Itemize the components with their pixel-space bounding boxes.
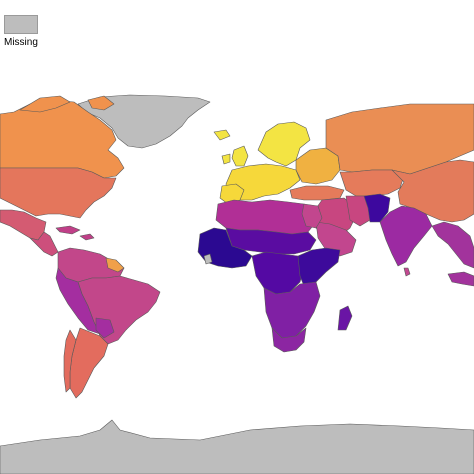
region-southeast-asia (431, 221, 474, 269)
region-central-asia (339, 169, 405, 197)
region-indonesia (447, 271, 474, 287)
region-sahel (225, 227, 317, 255)
region-scandinavia (257, 121, 311, 167)
region-pakistan-afghanistan (363, 193, 391, 223)
region-west-africa (197, 227, 253, 269)
region-paraguay (95, 317, 115, 339)
region-chile (63, 329, 77, 393)
region-usa (0, 167, 117, 219)
map-legend: Missing (4, 15, 38, 48)
region-caribbean-cuba (55, 225, 81, 235)
region-southern-cone (69, 327, 109, 399)
region-china (391, 159, 474, 223)
region-south-africa (271, 327, 307, 353)
region-east-africa (297, 247, 341, 287)
region-west-africa-missing (203, 253, 213, 265)
legend-missing-swatch (4, 15, 38, 34)
region-sri-lanka (403, 267, 411, 277)
region-uk (231, 145, 249, 167)
region-india (379, 205, 433, 267)
region-antarctica (0, 419, 474, 474)
region-iberia (219, 183, 245, 205)
region-turkey (289, 185, 345, 201)
region-guianas (105, 257, 125, 273)
region-central-africa (251, 251, 305, 295)
region-arabia (315, 221, 357, 257)
region-iceland (213, 129, 231, 141)
region-egypt (301, 203, 323, 229)
region-ireland (221, 153, 231, 165)
region-central-america (29, 231, 59, 257)
legend-missing-label: Missing (4, 37, 38, 48)
region-eastern-europe (295, 147, 341, 185)
region-caribbean-hispaniola (79, 233, 95, 241)
region-canada-islands-east (87, 95, 115, 111)
region-greenland (77, 94, 211, 149)
region-madagascar (337, 305, 353, 331)
region-canada-islands (19, 95, 71, 113)
